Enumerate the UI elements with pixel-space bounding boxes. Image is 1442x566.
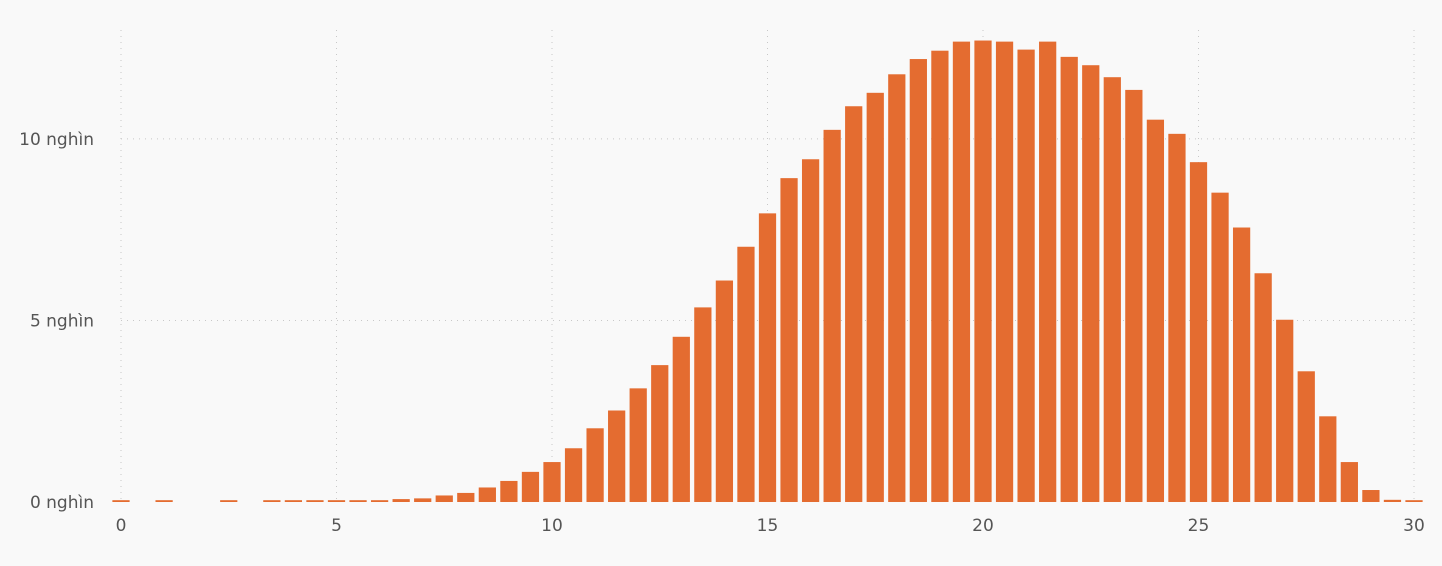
bar[interactable] — [1340, 462, 1358, 502]
y-tick-label: 0 nghìn — [30, 493, 94, 513]
x-tick-label: 20 — [972, 516, 994, 536]
bar[interactable] — [349, 500, 367, 502]
bar[interactable] — [1276, 319, 1294, 502]
x-tick-label: 10 — [541, 516, 563, 536]
bar[interactable] — [801, 159, 820, 503]
bar[interactable] — [370, 500, 389, 502]
bar[interactable] — [1017, 49, 1035, 503]
bar[interactable] — [263, 500, 281, 502]
bar[interactable] — [1297, 371, 1315, 502]
bar[interactable] — [866, 92, 884, 502]
bar[interactable] — [780, 178, 798, 503]
x-tick-label: 25 — [1188, 516, 1210, 536]
bar[interactable] — [500, 480, 518, 502]
bar[interactable] — [1146, 119, 1165, 503]
bar[interactable] — [823, 129, 841, 502]
bar[interactable] — [435, 495, 453, 502]
bar[interactable] — [457, 492, 475, 502]
bar[interactable] — [1319, 416, 1337, 502]
bar[interactable] — [1125, 89, 1143, 503]
bar[interactable] — [1060, 56, 1078, 503]
bar[interactable] — [1232, 227, 1251, 502]
y-tick-label: 10 nghìn — [19, 130, 94, 150]
bar[interactable] — [1189, 162, 1208, 502]
bar[interactable] — [392, 499, 410, 502]
bar[interactable] — [758, 213, 777, 502]
x-tick-label: 0 — [116, 516, 127, 536]
bar[interactable] — [284, 500, 303, 502]
bar[interactable] — [715, 280, 734, 502]
y-tick-label: 5 nghìn — [30, 311, 94, 331]
bar[interactable] — [931, 50, 949, 503]
bar[interactable] — [1211, 192, 1229, 503]
bar[interactable] — [521, 471, 540, 502]
bar[interactable] — [1082, 65, 1100, 503]
bar[interactable] — [1383, 499, 1402, 502]
bar[interactable] — [327, 500, 346, 502]
bar[interactable] — [564, 448, 583, 502]
bar[interactable] — [909, 59, 927, 503]
bar[interactable] — [974, 40, 992, 502]
bar[interactable] — [672, 336, 690, 502]
bar[interactable] — [845, 106, 863, 502]
x-tick-label: 15 — [757, 516, 779, 536]
bar[interactable] — [1362, 490, 1380, 502]
x-tick-label: 30 — [1403, 516, 1425, 536]
bar[interactable] — [952, 41, 971, 502]
bar[interactable] — [1254, 273, 1272, 502]
bar-series — [112, 40, 1423, 503]
bar[interactable] — [220, 500, 238, 502]
bar[interactable] — [543, 462, 561, 502]
bar[interactable] — [608, 410, 626, 502]
bar[interactable] — [1168, 133, 1186, 502]
x-axis-ticks: 0 5 10 15 20 25 30 — [116, 516, 1425, 536]
bar[interactable] — [888, 74, 906, 503]
x-tick-label: 5 — [331, 516, 342, 536]
bar[interactable] — [478, 487, 496, 502]
bar[interactable] — [1405, 500, 1423, 502]
bar[interactable] — [651, 365, 669, 502]
bar[interactable] — [586, 428, 604, 502]
bar[interactable] — [737, 246, 755, 502]
bar[interactable] — [995, 41, 1014, 502]
bar[interactable] — [414, 498, 432, 502]
bar[interactable] — [1039, 41, 1057, 502]
bar[interactable] — [306, 500, 324, 502]
bar[interactable] — [112, 500, 130, 502]
bar[interactable] — [629, 388, 647, 502]
bar[interactable] — [1103, 77, 1121, 502]
y-axis-ticks: 0 nghìn 5 nghìn 10 nghìn — [19, 130, 94, 513]
bar[interactable] — [155, 500, 173, 502]
bar[interactable] — [694, 307, 712, 502]
